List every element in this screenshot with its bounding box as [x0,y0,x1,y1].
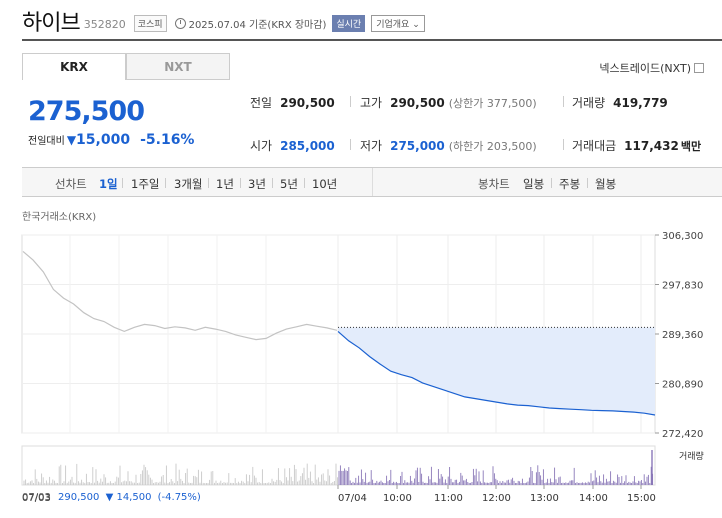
period-10y[interactable]: 10년 [312,177,338,191]
decline-area [338,327,655,415]
down-arrow-icon: ▼ [66,133,77,147]
divider [165,178,166,188]
nxt-link-label: 넥스트레이드(NXT) [599,62,691,75]
tab-krx[interactable]: KRX [22,53,126,80]
divider [272,178,273,188]
volume-label: 거래량 [572,96,606,110]
page-header: 하이브 352820 코스피 2025.07.04 기준(KRX 장마감) 실시… [22,6,722,36]
candle-chart-label: 봉차트 [478,177,510,191]
open-value: 285,000 [280,139,335,153]
price-change: 전일대비 ▼ 15,000 -5.16% [28,132,194,148]
footer-change: 14,500 [116,492,152,503]
x-tick-label: 13:00 [530,493,559,504]
x-tick-label: 15:00 [627,493,656,504]
trade-value-label: 거래대금 [572,139,617,153]
footer-date: 07/03 [22,492,51,503]
high-label: 고가 [360,96,383,110]
market-badge: 코스피 [133,14,167,32]
divider [551,178,552,188]
lower-limit: (하한가 203,500) [448,140,537,153]
divider [563,139,564,150]
candle-daily[interactable]: 일봉 [523,177,545,191]
company-info-label: 기업개요 [376,19,410,30]
volume-value: 419,779 [613,96,668,110]
period-bar: 선차트 1일 1주일 3개월 1년 3년 5년 10년 봉차트 일봉 주봉 월봉 [22,167,722,197]
period-3y[interactable]: 3년 [248,177,266,191]
divider [350,96,351,107]
x-tick-label: 10:00 [383,493,412,504]
period-1d[interactable]: 1일 [99,177,118,191]
chart-footer: 07/03 290,500 ▼ 14,500 (-4.75%) [22,492,201,503]
stock-code: 352820 [83,17,126,31]
y-tick-label: 297,830 [662,281,703,292]
x-tick-label-start: 07/03 [22,493,51,504]
series-today-line [337,330,656,416]
nxt-link[interactable]: 넥스트레이드(NXT) [599,60,704,76]
footer-rate: (-4.75%) [157,492,201,503]
divider [122,178,123,188]
change-label: 전일대비 [28,136,65,147]
external-link-icon [694,63,704,73]
header-divider [22,39,722,41]
line-chart-label: 선차트 [55,177,87,191]
period-1w[interactable]: 1주일 [131,177,160,191]
divider [240,178,241,188]
divider [350,139,351,150]
trade-value: 거래대금 117,432 백만 [572,137,701,154]
high-price: 고가 290,500 (상한가 377,500) [360,94,537,111]
series-prev-day-line [22,250,338,341]
open-price: 시가 285,000 [250,137,335,154]
divider [563,96,564,107]
x-tick-label: 07/04 [338,493,367,504]
low-price: 저가 275,000 (하한가 203,500) [360,137,537,154]
x-tick-label: 14:00 [579,493,608,504]
tab-nxt[interactable]: NXT [126,53,230,80]
prev-close: 전일 290,500 [250,94,335,111]
period-5y[interactable]: 5년 [280,177,298,191]
candle-monthly[interactable]: 월봉 [595,177,617,191]
x-tick-label: 12:00 [482,493,511,504]
low-label: 저가 [360,139,383,153]
clock-icon [174,17,186,29]
divider [304,178,305,188]
prev-close-label: 전일 [250,96,273,110]
divider [587,178,588,188]
volume: 거래량 419,779 [572,94,668,111]
company-info-button[interactable]: 기업개요 ⌄ [371,14,425,32]
y-tick-label: 272,420 [662,429,703,440]
divider [208,178,209,188]
realtime-button[interactable]: 실시간 [332,14,366,32]
trade-value-value: 117,432 [624,139,679,153]
base-date: 2025.07.04 기준(KRX 장마감) [188,19,327,31]
footer-down-arrow-icon: ▼ [105,492,114,503]
y-tick-label: 306,300 [662,231,703,242]
divider [372,168,373,196]
footer-close: 290,500 [58,492,100,503]
period-1y[interactable]: 1년 [216,177,234,191]
y-tick-label: 289,360 [662,330,703,341]
high-value: 290,500 [390,96,445,110]
candle-weekly[interactable]: 주봉 [559,177,581,191]
volume-label: 거래량 [679,450,704,462]
company-name: 하이브 [22,11,81,36]
change-rate: -5.16% [140,132,195,148]
x-axis: 07/04 10:00 11:00 12:00 13:00 14:00 15:00 07/03 [22,485,656,504]
low-value: 275,000 [390,139,445,153]
x-tick-label: 11:00 [434,493,463,504]
change-amount: 15,000 [76,132,131,148]
chart-source: 한국거래소(KRX) [22,212,97,223]
trade-value-unit: 백만 [680,140,702,153]
y-tick-label: 280,890 [662,380,703,391]
chevron-down-icon: ⌄ [409,19,420,30]
upper-limit: (상한가 377,500) [448,97,537,110]
prev-close-value: 290,500 [280,96,335,110]
period-3m[interactable]: 3개월 [174,177,203,191]
volume-chart [21,445,656,486]
y-axis: 306,300 297,830 289,360 280,890 272,420 [655,231,703,440]
open-label: 시가 [250,139,273,153]
current-price: 275,500 [28,96,145,127]
